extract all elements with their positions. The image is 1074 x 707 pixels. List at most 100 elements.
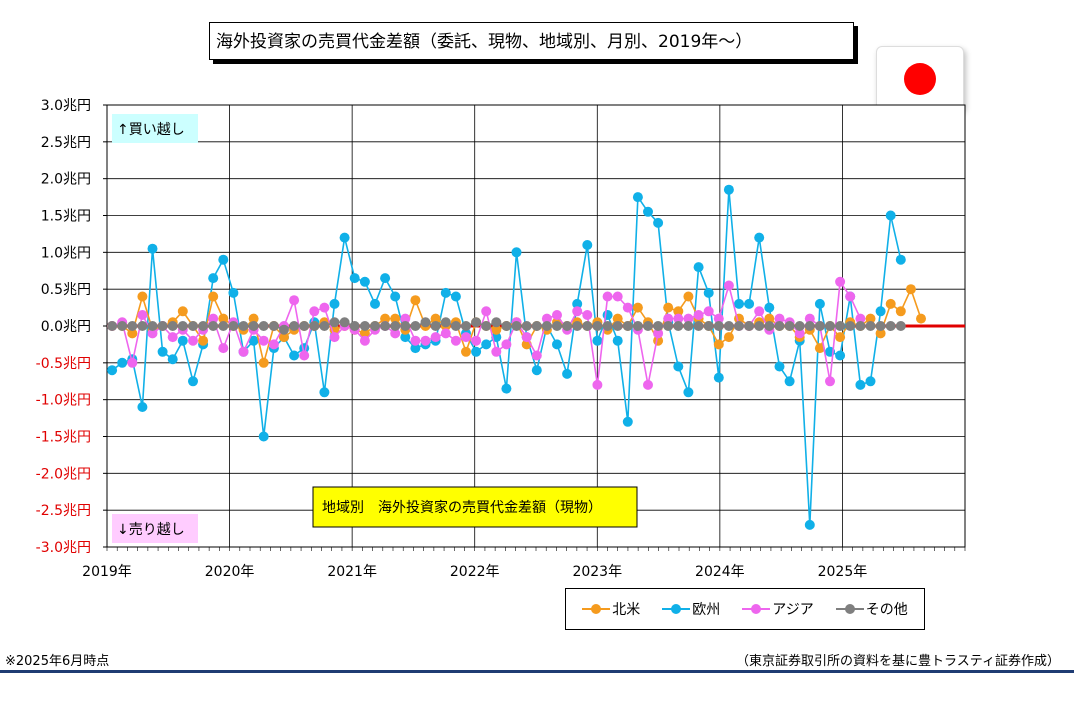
data-point	[875, 321, 886, 331]
data-point	[673, 321, 684, 331]
data-point	[319, 302, 330, 313]
data-point	[319, 387, 330, 398]
chart-title-box	[312, 486, 638, 528]
data-point	[673, 306, 684, 317]
data-point	[410, 343, 421, 354]
data-point	[198, 335, 209, 346]
data-point	[329, 317, 340, 328]
data-point	[329, 298, 340, 309]
data-point	[814, 343, 825, 354]
data-point	[248, 335, 259, 346]
data-point	[279, 324, 289, 335]
data-point	[491, 317, 502, 328]
data-point	[359, 328, 370, 339]
data-point	[602, 291, 613, 302]
data-point	[734, 298, 744, 309]
legend-item: 北米	[582, 599, 640, 619]
data-point	[673, 361, 684, 372]
data-point	[774, 321, 785, 331]
data-point	[167, 354, 178, 365]
data-point	[703, 287, 714, 298]
data-point	[471, 317, 482, 328]
data-point	[491, 324, 502, 335]
y-tick-label: 0.5兆円	[41, 282, 91, 298]
data-point	[703, 321, 714, 331]
data-point	[582, 321, 593, 331]
data-point	[167, 321, 178, 331]
data-point	[875, 306, 886, 317]
data-point	[147, 328, 158, 339]
data-point	[107, 321, 118, 331]
data-point	[804, 519, 815, 530]
data-point	[612, 313, 623, 324]
y-tick-label: -0.5兆円	[36, 356, 91, 372]
data-point	[723, 332, 734, 343]
data-point	[127, 357, 138, 368]
data-point	[895, 306, 906, 317]
data-point	[875, 328, 886, 339]
legend-item: アジア	[742, 599, 814, 619]
data-point	[541, 321, 552, 331]
data-point	[238, 321, 249, 331]
data-point	[744, 298, 755, 309]
data-point	[137, 291, 148, 302]
data-point	[713, 372, 724, 383]
y-tick-label: 3.0兆円	[41, 98, 91, 114]
data-point	[734, 321, 744, 331]
data-point	[248, 313, 259, 324]
chart-title: 地域別 海外投資家の売買代金差額（現物）	[322, 499, 602, 516]
data-point	[390, 313, 401, 324]
data-point	[683, 313, 694, 324]
data-point	[188, 376, 198, 387]
legend-label: 北米	[612, 602, 641, 618]
data-point	[390, 291, 401, 302]
data-point	[835, 350, 846, 361]
data-point	[501, 383, 512, 394]
data-point	[410, 321, 421, 331]
data-point	[218, 343, 229, 354]
source-note: （東京証券取引所の資料を基に豊トラスティ証券作成）	[736, 654, 1060, 669]
data-point	[814, 298, 825, 309]
data-point	[531, 365, 542, 376]
data-point	[127, 321, 138, 331]
data-point	[258, 431, 269, 442]
y-tick-label: -3.0兆円	[36, 540, 91, 556]
data-point	[208, 291, 219, 302]
data-point	[592, 321, 603, 331]
y-tick-label: 2.0兆円	[41, 172, 91, 188]
data-point	[218, 254, 229, 265]
x-tick-label: 2023年	[572, 564, 622, 580]
data-point	[339, 317, 350, 328]
data-point	[440, 328, 451, 339]
data-point	[582, 240, 593, 250]
data-point	[177, 321, 188, 331]
data-point	[380, 313, 391, 324]
data-point	[764, 302, 775, 313]
data-point	[895, 321, 906, 331]
data-point	[430, 321, 441, 331]
sell-annotation: ↓売り越し	[117, 522, 185, 538]
data-point	[430, 332, 441, 343]
x-tick-label: 2025年	[818, 564, 868, 580]
data-point	[420, 335, 431, 346]
data-point	[228, 321, 239, 331]
legend-item: 欧州	[662, 599, 720, 619]
y-tick-label: 0.0兆円	[41, 319, 91, 335]
data-point	[157, 321, 168, 331]
data-point	[127, 328, 138, 339]
data-point	[683, 387, 694, 398]
data-point	[137, 310, 148, 320]
data-point	[208, 273, 219, 284]
data-point	[309, 321, 320, 331]
y-tick-label: -2.0兆円	[36, 466, 91, 482]
data-point	[794, 321, 805, 331]
data-point	[632, 302, 643, 313]
legend-item: その他	[835, 599, 908, 619]
data-point	[208, 313, 219, 324]
data-point	[258, 321, 269, 331]
data-point	[845, 321, 856, 331]
data-point	[865, 376, 876, 387]
data-point	[663, 302, 674, 313]
data-point	[299, 350, 310, 361]
